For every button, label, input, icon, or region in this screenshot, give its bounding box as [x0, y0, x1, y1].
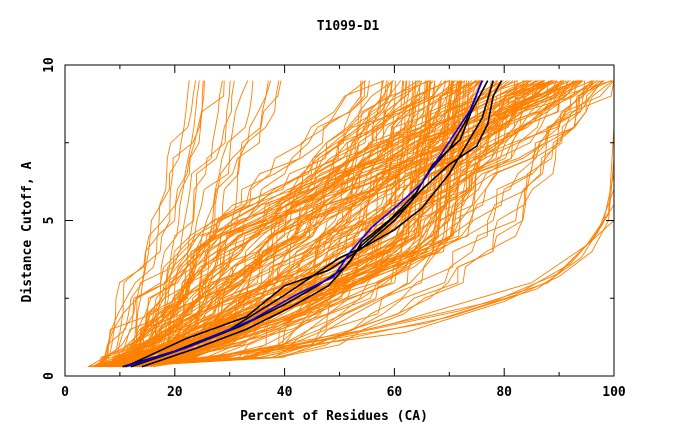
model-curve	[99, 80, 462, 368]
model-curve	[123, 80, 463, 368]
x-axis-label: Percent of Residues (CA)	[240, 409, 428, 424]
model-curve	[121, 80, 449, 368]
x-tick-label: 80	[496, 385, 512, 400]
model-curve	[129, 80, 269, 367]
model-curve	[133, 80, 595, 368]
model-curve	[125, 80, 615, 368]
model-curve	[147, 80, 387, 368]
model-curve	[106, 80, 442, 368]
model-curve	[131, 80, 564, 368]
model-curve	[119, 80, 367, 368]
model-curve	[95, 80, 615, 368]
model-curve	[110, 80, 231, 367]
model-curve	[108, 80, 478, 368]
model-curve	[89, 80, 482, 368]
chart-title: T1099-D1	[317, 19, 380, 34]
model-curve	[102, 80, 499, 368]
model-curve	[130, 80, 615, 368]
model-curve	[134, 80, 528, 368]
x-tick-label: 0	[61, 385, 69, 400]
model-curve	[134, 80, 601, 368]
x-tick-label: 100	[602, 385, 626, 400]
y-tick-label: 10	[42, 57, 57, 73]
y-tick-label: 5	[42, 217, 57, 225]
model-curve	[98, 80, 282, 367]
model-curve	[100, 80, 533, 368]
model-curve	[110, 80, 481, 368]
model-curve	[94, 80, 465, 368]
model-curve	[115, 80, 480, 368]
model-curve	[137, 80, 249, 367]
axis-ticks: 0 20 40 60 80 100 0 5 10	[42, 57, 626, 400]
highlight-curve	[125, 80, 483, 368]
model-curve	[123, 80, 604, 368]
model-curve	[131, 80, 235, 367]
model-curve	[100, 80, 405, 368]
y-axis-label: Distance Cutoff, A	[20, 161, 35, 302]
model-curve	[128, 80, 476, 368]
highlight-curve	[125, 80, 503, 368]
model-curve	[102, 80, 205, 367]
model-curve	[126, 80, 450, 368]
model-curve	[134, 80, 393, 368]
model-curve	[92, 80, 204, 368]
model-curve	[95, 80, 419, 368]
highlight-curve	[141, 80, 489, 368]
model-curve	[104, 80, 528, 368]
model-curve	[97, 80, 485, 368]
y-tick-label: 0	[42, 372, 57, 380]
model-curve	[114, 80, 604, 368]
model-curve	[137, 80, 594, 368]
model-curve	[146, 80, 200, 367]
model-curve	[89, 80, 393, 368]
x-tick-label: 60	[387, 385, 403, 400]
model-curve	[104, 80, 402, 368]
plot-curves	[87, 80, 615, 368]
model-curve	[91, 80, 531, 368]
model-curve	[130, 80, 272, 367]
model-curve	[122, 80, 612, 368]
x-tick-label: 20	[167, 385, 183, 400]
model-curve	[126, 80, 450, 368]
model-curve	[133, 80, 396, 368]
x-tick-label: 40	[277, 385, 293, 400]
model-curve	[119, 80, 615, 368]
model-curve	[109, 80, 586, 368]
